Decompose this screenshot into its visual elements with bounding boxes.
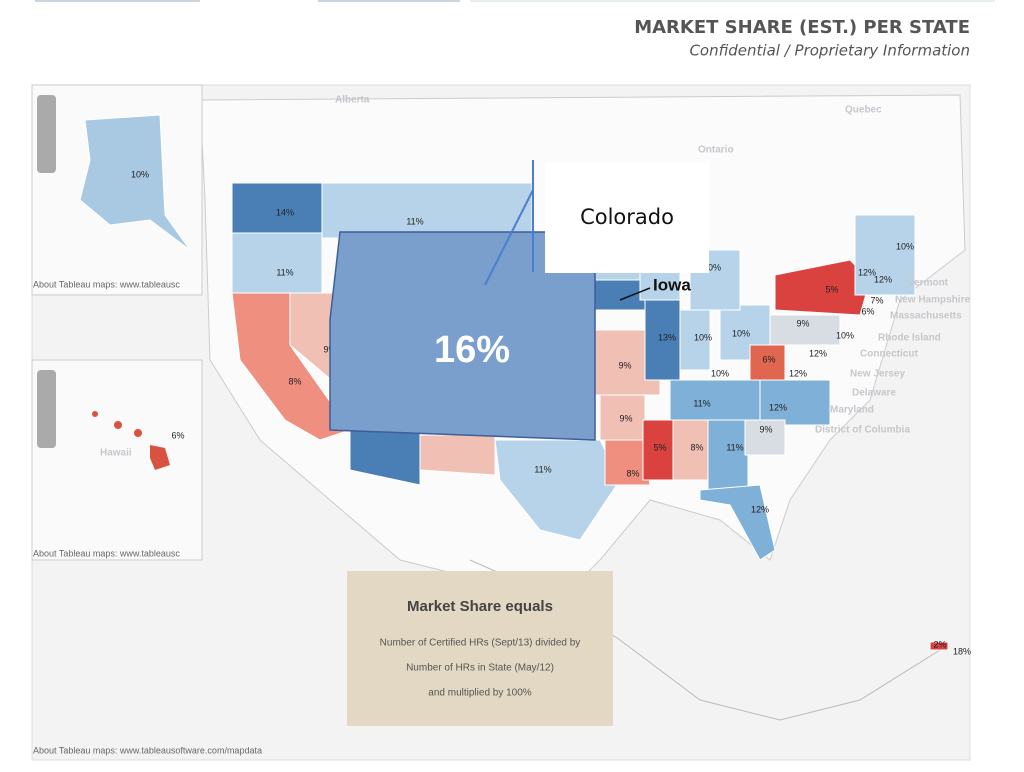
formula-title: Market Share equals [407, 598, 553, 615]
alaska-value: 10% [131, 169, 149, 179]
map-controls [37, 95, 56, 448]
formula-background [347, 571, 613, 726]
place-label: Alberta [335, 95, 370, 106]
callout-box [545, 163, 709, 273]
state-value: 9% [618, 360, 631, 370]
state [699, 484, 776, 561]
state-value: 6% [861, 306, 874, 316]
state-value: 9% [796, 318, 809, 328]
state-value: 8% [690, 442, 703, 452]
formula-line: Number of Certified HRs (Sept/13) divide… [380, 638, 581, 649]
state-value: 5% [653, 442, 666, 452]
state-value: 12% [809, 348, 827, 358]
state-value: 9% [619, 413, 632, 423]
state-value: 12% [769, 402, 787, 412]
state-value: 9% [759, 424, 772, 434]
state-value: 6% [762, 354, 775, 364]
state-value: 11% [276, 267, 293, 277]
state-value: 12% [858, 267, 876, 277]
state-value: 10% [896, 241, 914, 251]
attribution: About Tableau maps: www.tableausc [33, 279, 180, 289]
place-labels: Alberta Ontario Quebec Vermont New Hampshire… [335, 95, 970, 436]
state-value: 8% [626, 468, 639, 478]
state-value: 18% [953, 646, 971, 656]
iowa-label: Iowa [653, 275, 691, 294]
attribution: About Tableau maps: www.tableausoftware.… [33, 745, 262, 755]
state-value: 14% [276, 207, 294, 217]
state [604, 439, 651, 486]
attribution: About Tableau maps: www.tableausc [33, 548, 180, 558]
state [774, 259, 871, 316]
zoom-controls[interactable] [37, 370, 56, 448]
state-value: 8% [288, 376, 301, 386]
inset-frame [31, 359, 203, 561]
state-value: 11% [726, 442, 743, 452]
state-value: 10% [694, 332, 712, 342]
place-label: Quebec [845, 105, 882, 116]
hawaii-name: Hawaii [100, 448, 132, 459]
zoom-controls[interactable] [37, 95, 56, 173]
state-value: 2% [933, 639, 946, 649]
state [707, 419, 749, 491]
formula-box: Market Share equals Number of Certified … [347, 571, 613, 726]
state [769, 314, 841, 346]
state [321, 182, 533, 239]
place-label: Connecticut [860, 349, 918, 360]
callout-line [484, 189, 534, 286]
state-value: 10% [732, 328, 750, 338]
state-value: 12% [789, 368, 807, 378]
island [92, 411, 98, 417]
alaska-inset: 10% About Tableau maps: www.tableausc [31, 84, 203, 296]
place-label: New Jersey [850, 369, 905, 380]
hawaii-value: 6% [171, 430, 184, 440]
place-label: District of Columbia [815, 425, 910, 436]
state [929, 641, 949, 651]
formula-line: Number of HRs in State (May/12) [406, 663, 554, 674]
state [744, 419, 786, 456]
subtitle: Confidential / Proprietary Information [689, 42, 970, 60]
place-label: Ontario [698, 145, 734, 156]
place-label: Rhode Island [878, 333, 941, 344]
state-value: 11% [693, 398, 710, 408]
callout-state: Colorado [580, 205, 674, 229]
state-value: 10% [703, 262, 721, 272]
state [231, 232, 323, 294]
place-label: Delaware [852, 388, 896, 399]
island [134, 429, 142, 437]
place-label: Vermont [908, 278, 949, 289]
island [114, 421, 122, 429]
state [594, 279, 646, 311]
state-value: 13% [658, 332, 676, 342]
state [419, 434, 496, 476]
state [759, 379, 831, 426]
place-label: New Hampshire [895, 295, 970, 306]
place-label: Maryland [830, 405, 874, 416]
state-value: 5% [825, 284, 838, 294]
state-value: 11% [534, 464, 551, 474]
title: MARKET SHARE (EST.) PER STATE [634, 17, 970, 38]
place-label: Massachusetts [890, 311, 962, 322]
hawaii-inset: 6% Hawaii About Tableau maps: www.tablea… [31, 359, 203, 561]
alaska [79, 114, 191, 251]
state [854, 214, 916, 296]
state-labels: 14%11%11%9%8%10%12%12%5%7%6%9%10%13%10%1… [276, 207, 971, 656]
state-value: 11% [406, 216, 423, 226]
state-value: 12% [751, 504, 769, 514]
callout-value: 16% [434, 329, 510, 371]
state-value: 12% [874, 274, 892, 284]
island [150, 445, 170, 470]
state-value: 10% [836, 330, 854, 340]
state-value: 7% [870, 295, 883, 305]
formula-line: and multiplied by 100% [428, 688, 532, 699]
iowa-pointer [619, 287, 651, 301]
state-value: 10% [711, 368, 729, 378]
